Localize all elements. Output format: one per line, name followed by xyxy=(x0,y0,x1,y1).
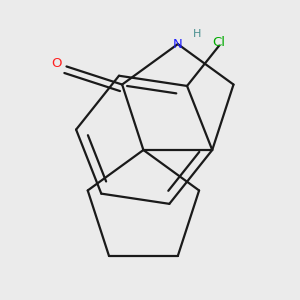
Text: H: H xyxy=(193,29,201,39)
Text: O: O xyxy=(51,57,62,70)
Text: N: N xyxy=(173,38,183,51)
Text: Cl: Cl xyxy=(213,36,226,49)
